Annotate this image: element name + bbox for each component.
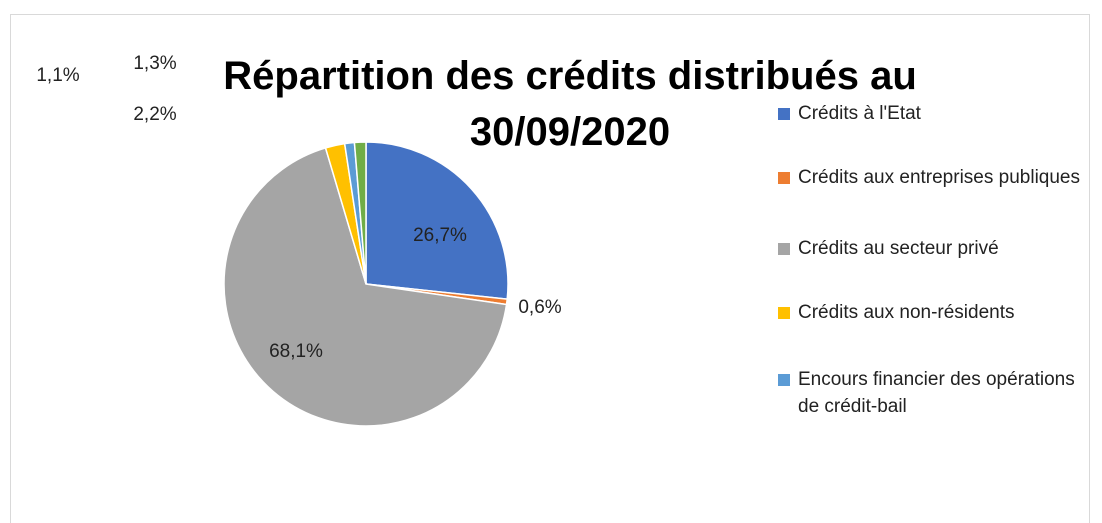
pie-slice [365,141,509,300]
data-label: 68,1% [269,341,323,362]
legend-label: Crédits aux entreprises publiques [798,167,1080,188]
legend-swatch [778,172,790,184]
pie-slice [353,141,367,285]
data-label: 1,3% [133,53,176,74]
legend-entry: Crédits aux non-résidents [778,299,1088,326]
data-label: 0,6% [518,297,561,318]
legend-label: Crédits aux non-résidents [798,302,1015,323]
legend-swatch [778,374,790,386]
legend-entry: Crédits à l'Etat [778,100,1088,127]
legend-entry: Crédits aux entreprises publiques [778,164,1088,191]
chart-frame [10,14,1090,523]
data-label: 1,1% [36,65,79,86]
legend-label: Crédits à l'Etat [798,103,921,124]
pie-slice [223,146,508,427]
legend-label: Encours financier des opérations de créd… [798,369,1075,417]
chart-title: Répartition des crédits distribués au 30… [223,54,917,154]
legend-swatch [778,108,790,120]
data-label: 26,7% [413,225,467,246]
legend-label: Crédits au secteur privé [798,238,999,259]
legend-entry: Crédits au secteur privé [778,235,1088,262]
legend-swatch [778,243,790,255]
legend-swatch [778,307,790,319]
data-label: 2,2% [133,104,176,125]
legend-entry: Encours financier des opérations de créd… [778,366,1088,420]
